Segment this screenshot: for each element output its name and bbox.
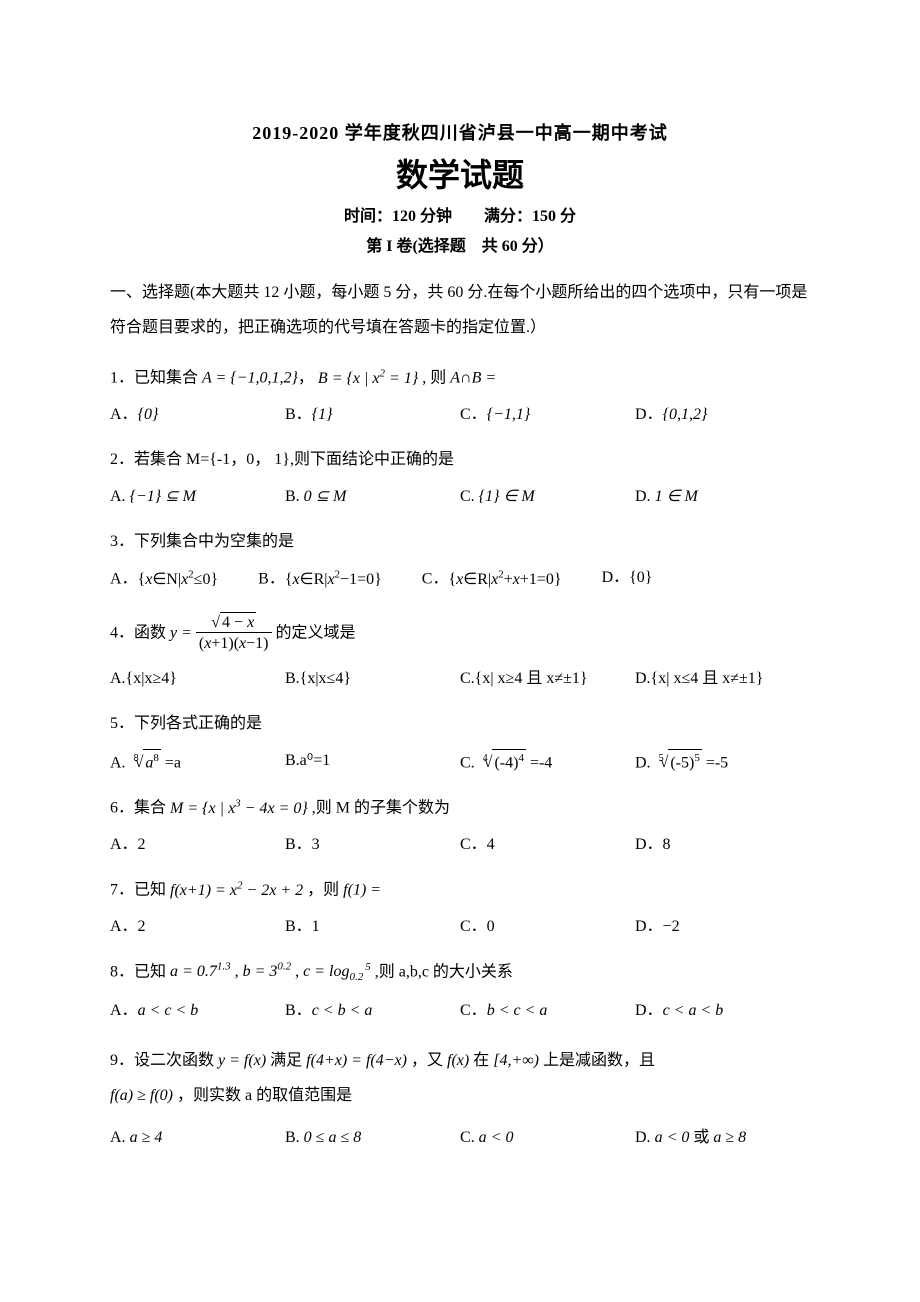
q3-options: A．{x∈N|x2≤0} B．{x∈R|x2−1=0} C．{x∈R|x2+x+… bbox=[110, 566, 810, 591]
q3-optD: D．{0} bbox=[602, 566, 653, 591]
q8-optD: D．c < a < b bbox=[635, 999, 810, 1023]
q7-optB: B．1 bbox=[285, 915, 460, 939]
q1-stem-post: , 则 A∩B = bbox=[422, 370, 496, 387]
exam-title: 数学试题 bbox=[110, 151, 810, 199]
q4-options: A.{x|x≥4} B.{x|x≤4} C.{x| x≥4 且 x≠±1} D.… bbox=[110, 667, 810, 691]
q9-optC: C. a < 0 bbox=[460, 1126, 635, 1150]
question-6: 6．集合 M = {x | x3 − 4x = 0} ,则 M 的子集个数为 bbox=[110, 795, 810, 821]
q3-optA: A．{x∈N|x2≤0} bbox=[110, 566, 218, 591]
q1-options: A．{0} B．{1} C．{−1,1} D．{0,1,2} bbox=[110, 403, 810, 427]
q4-optA: A.{x|x≥4} bbox=[110, 667, 285, 691]
q6-optD: D．8 bbox=[635, 833, 810, 857]
q5-optA: A. 8√a8 =a bbox=[110, 749, 285, 775]
q6-optC: C．4 bbox=[460, 833, 635, 857]
q1-optC: C．{−1,1} bbox=[460, 403, 635, 427]
q8-optB: B．c < b < a bbox=[285, 999, 460, 1023]
q3-optC: C．{x∈R|x2+x+1=0} bbox=[422, 566, 562, 591]
question-4: 4．函数 y = √4 − x (x+1)(x−1) 的定义域是 bbox=[110, 612, 810, 656]
q8-optA: A．a < c < b bbox=[110, 999, 285, 1023]
q6-optB: B．3 bbox=[285, 833, 460, 857]
q7-options: A．2 B．1 C．0 D．−2 bbox=[110, 915, 810, 939]
q2-optD: D. 1 ∈ M bbox=[635, 485, 810, 509]
q1-setB: B = {x | x2 = 1} bbox=[318, 370, 418, 387]
exam-header: 2019-2020 学年度秋四川省泸县一中高一期中考试 bbox=[110, 120, 810, 147]
question-8: 8．已知 a = 0.71.3 , b = 30.2 , c = log0.25… bbox=[110, 959, 810, 987]
q1-optD: D．{0,1,2} bbox=[635, 403, 810, 427]
time-score: 时间：120 分钟 满分：150 分 bbox=[110, 205, 810, 229]
q4-stem-pre: 4．函数 bbox=[110, 624, 170, 641]
q5-optB: B.a⁰=1 bbox=[285, 749, 460, 775]
question-7: 7．已知 f(x+1) = x2 − 2x + 2 ，则 f(1) = bbox=[110, 877, 810, 903]
q5-optC: C. 4√(-4)4 =-4 bbox=[460, 749, 635, 775]
q1-stem-pre: 1．已知集合 bbox=[110, 370, 202, 387]
q6-options: A．2 B．3 C．4 D．8 bbox=[110, 833, 810, 857]
q5-optD: D. 5√(-5)5 =-5 bbox=[635, 749, 810, 775]
q5-options: A. 8√a8 =a B.a⁰=1 C. 4√(-4)4 =-4 D. 5√(-… bbox=[110, 749, 810, 775]
question-2: 2．若集合 M={-1，0， 1},则下面结论中正确的是 bbox=[110, 447, 810, 473]
q8-options: A．a < c < b B．c < b < a C．b < c < a D．c … bbox=[110, 999, 810, 1023]
q4-optB: B.{x|x≤4} bbox=[285, 667, 460, 691]
q2-options: A. {−1} ⊆ M B. 0 ⊆ M C. {1} ∈ M D. 1 ∈ M bbox=[110, 485, 810, 509]
q9-optA: A. a ≥ 4 bbox=[110, 1126, 285, 1150]
q1-optA: A．{0} bbox=[110, 403, 285, 427]
q2-optB: B. 0 ⊆ M bbox=[285, 485, 460, 509]
q1-optB: B．{1} bbox=[285, 403, 460, 427]
instructions: 一、选择题(本大题共 12 小题，每小题 5 分，共 60 分.在每个小题所给出… bbox=[110, 275, 810, 345]
q9-optD: D. a < 0 或 a ≥ 8 bbox=[635, 1126, 810, 1150]
q7-optC: C．0 bbox=[460, 915, 635, 939]
question-1: 1．已知集合 A = {−1,0,1,2}， B = {x | x2 = 1} … bbox=[110, 365, 810, 391]
q4-stem-post: 的定义域是 bbox=[276, 624, 356, 641]
q9-optB: B. 0 ≤ a ≤ 8 bbox=[285, 1126, 460, 1150]
q7-optA: A．2 bbox=[110, 915, 285, 939]
q9-options: A. a ≥ 4 B. 0 ≤ a ≤ 8 C. a < 0 D. a < 0 … bbox=[110, 1126, 810, 1150]
q1-setA: A = {−1,0,1,2} bbox=[202, 370, 298, 387]
section-label: 第 I 卷(选择题 共 60 分） bbox=[110, 235, 810, 259]
q3-optB: B．{x∈R|x2−1=0} bbox=[258, 566, 382, 591]
q2-optA: A. {−1} ⊆ M bbox=[110, 485, 285, 509]
q8-optC: C．b < c < a bbox=[460, 999, 635, 1023]
q4-optC: C.{x| x≥4 且 x≠±1} bbox=[460, 667, 635, 691]
q4-fraction: √4 − x (x+1)(x−1) bbox=[196, 612, 272, 656]
q6-optA: A．2 bbox=[110, 833, 285, 857]
q4-optD: D.{x| x≤4 且 x≠±1} bbox=[635, 667, 810, 691]
question-9: 9．设二次函数 y = f(x) 满足 f(4+x) = f(4−x) ，又 f… bbox=[110, 1043, 810, 1113]
q2-optC: C. {1} ∈ M bbox=[460, 485, 635, 509]
q7-optD: D．−2 bbox=[635, 915, 810, 939]
question-5: 5．下列各式正确的是 bbox=[110, 711, 810, 737]
question-3: 3．下列集合中为空集的是 bbox=[110, 529, 810, 555]
